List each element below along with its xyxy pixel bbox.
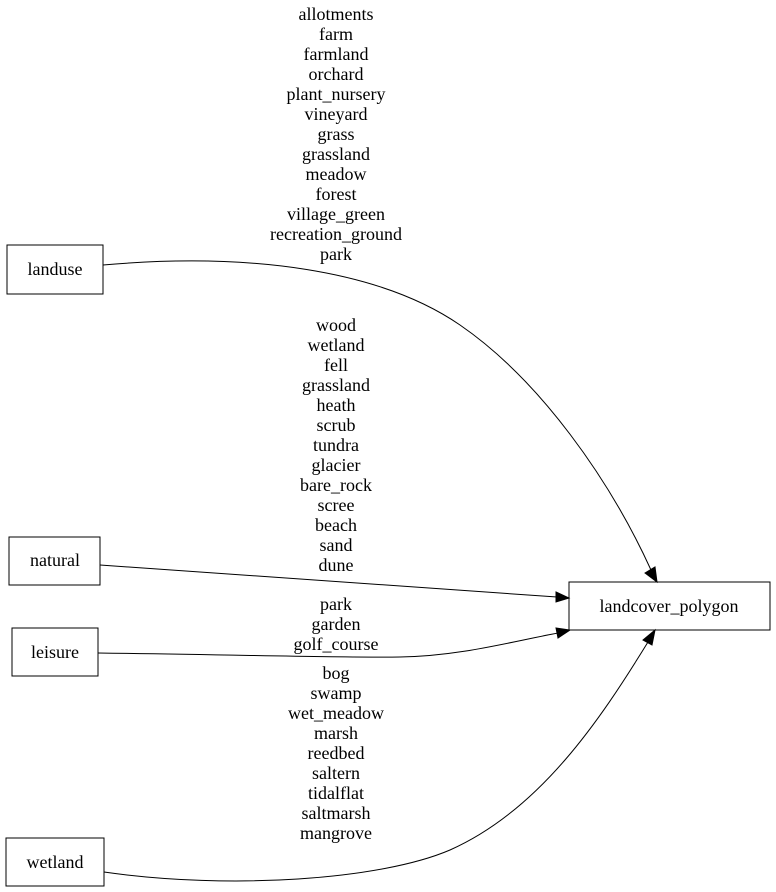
edge-label-natural: dune bbox=[319, 555, 354, 575]
node-landcover-polygon[interactable]: landcover_polygon bbox=[568, 581, 771, 631]
edge-wetland bbox=[103, 628, 656, 882]
node-wetland[interactable]: wetland bbox=[5, 837, 105, 887]
edge-label-natural: scree bbox=[318, 495, 355, 515]
edge-label-natural: scrub bbox=[317, 415, 356, 435]
edge-label-natural: bare_rock bbox=[300, 475, 372, 495]
node-landuse[interactable]: landuse bbox=[6, 244, 104, 295]
edge-label-landuse: village_green bbox=[287, 204, 385, 224]
edge-label-natural: wood bbox=[316, 315, 356, 335]
edge-label-landuse: recreation_ground bbox=[270, 224, 402, 244]
edge-label-natural: tundra bbox=[313, 435, 359, 455]
edge-label-natural: sand bbox=[320, 535, 353, 555]
edge-label-landuse: orchard bbox=[309, 64, 364, 84]
edge-label-wetland: marsh bbox=[314, 723, 358, 743]
edge-label-wetland: tidalflat bbox=[308, 783, 364, 803]
edge-label-leisure: park bbox=[320, 594, 352, 614]
edge-label-wetland: mangrove bbox=[300, 823, 372, 843]
edge-label-natural: fell bbox=[324, 355, 348, 375]
edge-label-landuse: grass bbox=[318, 124, 355, 144]
node-label: wetland bbox=[27, 852, 84, 872]
edge-landuse bbox=[102, 260, 658, 584]
edge-label-natural: wetland bbox=[308, 335, 365, 355]
node-label: landuse bbox=[28, 259, 83, 279]
edge-label-leisure: garden bbox=[312, 614, 361, 634]
edge-label-landuse: farmland bbox=[304, 44, 369, 64]
edge-label-wetland: reedbed bbox=[308, 743, 365, 763]
edge-label-wetland: bog bbox=[323, 663, 350, 683]
edge-label-wetland: swamp bbox=[311, 683, 362, 703]
node-label: landcover_polygon bbox=[600, 596, 739, 616]
edge-label-landuse: vineyard bbox=[305, 104, 368, 124]
edge-label-landuse: park bbox=[320, 244, 352, 264]
edge-label-natural: grassland bbox=[302, 375, 370, 395]
edge-natural bbox=[99, 564, 571, 603]
edge-label-landuse: farm bbox=[319, 24, 353, 44]
edge-label-landuse: forest bbox=[316, 184, 357, 204]
edge-label-wetland: wet_meadow bbox=[288, 703, 384, 723]
edge-label-natural: beach bbox=[315, 515, 357, 535]
node-natural[interactable]: natural bbox=[8, 536, 101, 586]
edge-label-natural: heath bbox=[317, 395, 356, 415]
edge-label-landuse: grassland bbox=[302, 144, 370, 164]
node-label: natural bbox=[30, 550, 80, 570]
node-leisure[interactable]: leisure bbox=[11, 627, 99, 677]
edge-label-natural: glacier bbox=[312, 455, 361, 475]
edge-label-landuse: plant_nursery bbox=[287, 84, 386, 104]
edge-label-wetland: saltern bbox=[312, 763, 360, 783]
edge-label-landuse: allotments bbox=[299, 4, 374, 24]
edge-label-wetland: saltmarsh bbox=[302, 803, 371, 823]
edge-label-leisure: golf_course bbox=[294, 634, 379, 654]
node-label: leisure bbox=[31, 642, 79, 662]
edge-labels: allotmentsfarmfarmlandorchardplant_nurse… bbox=[270, 4, 402, 843]
edge-label-landuse: meadow bbox=[306, 164, 367, 184]
edge-leisure bbox=[97, 627, 572, 658]
